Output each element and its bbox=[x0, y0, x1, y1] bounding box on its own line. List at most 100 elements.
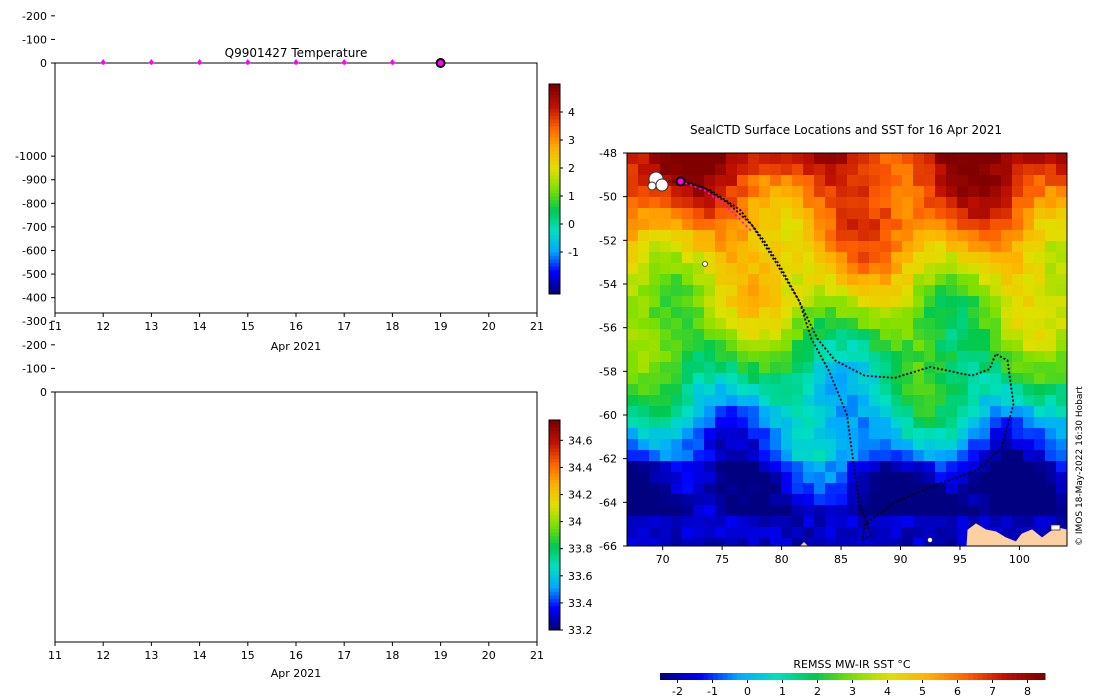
sst-cell bbox=[759, 241, 771, 253]
sst-cell bbox=[990, 417, 1002, 429]
sst-cell bbox=[913, 230, 925, 242]
temperature-markers bbox=[100, 58, 446, 68]
sst-cell bbox=[693, 538, 705, 546]
sst-cell bbox=[638, 417, 650, 429]
sst-cell bbox=[814, 263, 826, 275]
sst-cell bbox=[814, 329, 826, 341]
sst-cell bbox=[946, 461, 958, 473]
sst-cell bbox=[770, 483, 782, 495]
sst-cell bbox=[891, 483, 903, 495]
sst-cell bbox=[693, 417, 705, 429]
sst-cell bbox=[990, 263, 1002, 275]
sst-cell bbox=[1056, 472, 1067, 484]
sst-cell bbox=[957, 527, 969, 539]
sst-cell bbox=[1045, 494, 1057, 506]
colorbar-swatch bbox=[756, 673, 762, 680]
sst-cell bbox=[924, 153, 936, 165]
sst-cell bbox=[638, 318, 650, 330]
sst-cell bbox=[858, 175, 870, 187]
sst-cell bbox=[803, 252, 815, 264]
sst-cell bbox=[660, 340, 672, 352]
sst-cell bbox=[836, 406, 848, 418]
sst-cell bbox=[814, 285, 826, 297]
sst-cell bbox=[814, 252, 826, 264]
colorbar-swatch bbox=[828, 673, 834, 680]
sst-cell bbox=[847, 285, 859, 297]
colorbar-swatch bbox=[664, 673, 671, 680]
sst-cell bbox=[1023, 318, 1035, 330]
sst-cell bbox=[781, 329, 793, 341]
sst-cell bbox=[1045, 450, 1057, 462]
sst-cell bbox=[836, 516, 848, 528]
sst-cell bbox=[891, 395, 903, 407]
sst-cell bbox=[748, 450, 760, 462]
sst-cell bbox=[891, 153, 903, 165]
colorbar-swatch bbox=[722, 673, 728, 680]
sst-cell bbox=[869, 362, 881, 374]
sst-cell bbox=[913, 296, 925, 308]
sst-cell bbox=[627, 428, 639, 440]
sst-cell bbox=[638, 197, 650, 209]
sst-field bbox=[627, 153, 1067, 546]
sst-cell bbox=[715, 362, 727, 374]
sst-cell bbox=[638, 186, 650, 198]
sst-cell bbox=[792, 307, 804, 319]
colorbar-frame bbox=[548, 83, 561, 295]
sst-cell bbox=[1034, 208, 1046, 220]
sst-cell bbox=[660, 373, 672, 385]
sst-cell bbox=[935, 241, 947, 253]
sst-cell bbox=[759, 483, 771, 495]
sst-cell bbox=[968, 230, 980, 242]
colorbar-swatch bbox=[929, 673, 935, 680]
sst-cell bbox=[671, 373, 683, 385]
colorbar-swatch bbox=[794, 673, 801, 680]
colorbar-swatch bbox=[549, 591, 560, 596]
colorbar-tick-label: 0 bbox=[744, 685, 751, 698]
sst-cell bbox=[968, 153, 980, 165]
sst-cell bbox=[902, 307, 914, 319]
colorbar-swatch bbox=[549, 203, 560, 207]
sst-cell bbox=[979, 241, 991, 253]
sst-cell bbox=[1001, 373, 1013, 385]
sst-cell bbox=[902, 274, 914, 286]
sst-cell bbox=[880, 164, 892, 176]
sst-cell bbox=[1023, 373, 1035, 385]
sst-cell bbox=[957, 175, 969, 187]
sst-cell bbox=[693, 351, 705, 363]
x-tick-label: 75 bbox=[715, 553, 729, 566]
sst-cell bbox=[847, 505, 859, 517]
sst-cell bbox=[836, 450, 848, 462]
sst-cell bbox=[913, 439, 925, 451]
sst-cell bbox=[1001, 274, 1013, 286]
colorbar-swatch bbox=[549, 476, 560, 480]
colorbar-swatch bbox=[549, 549, 560, 554]
sst-cell bbox=[803, 461, 815, 473]
colorbar-tick-label: -1 bbox=[707, 685, 718, 698]
sst-cell bbox=[869, 307, 881, 319]
sst-cell bbox=[671, 538, 683, 546]
colorbar-swatch bbox=[732, 673, 738, 680]
sst-cell bbox=[902, 153, 914, 165]
sst-cell bbox=[913, 351, 925, 363]
colorbar-swatch bbox=[549, 521, 560, 526]
sst-cell bbox=[627, 197, 639, 209]
sst-cell bbox=[726, 252, 738, 264]
sst-cell bbox=[1012, 219, 1024, 231]
sst-cell bbox=[1034, 439, 1046, 451]
colorbar-swatch bbox=[1006, 673, 1012, 680]
sst-cell bbox=[627, 263, 639, 275]
sst-cell bbox=[792, 351, 804, 363]
sst-cell bbox=[770, 263, 782, 275]
sst-cell bbox=[748, 384, 760, 396]
colorbar-tick-label: 33.6 bbox=[568, 570, 593, 583]
sst-cell bbox=[1001, 428, 1013, 440]
sst-cell bbox=[957, 483, 969, 495]
sst-cell bbox=[902, 164, 914, 176]
sst-cell bbox=[1056, 307, 1067, 319]
sst-cell bbox=[847, 439, 859, 451]
colorbar-swatch bbox=[785, 673, 791, 680]
sst-cell bbox=[748, 472, 760, 484]
sst-cell bbox=[836, 472, 848, 484]
sst-cell bbox=[1056, 186, 1067, 198]
